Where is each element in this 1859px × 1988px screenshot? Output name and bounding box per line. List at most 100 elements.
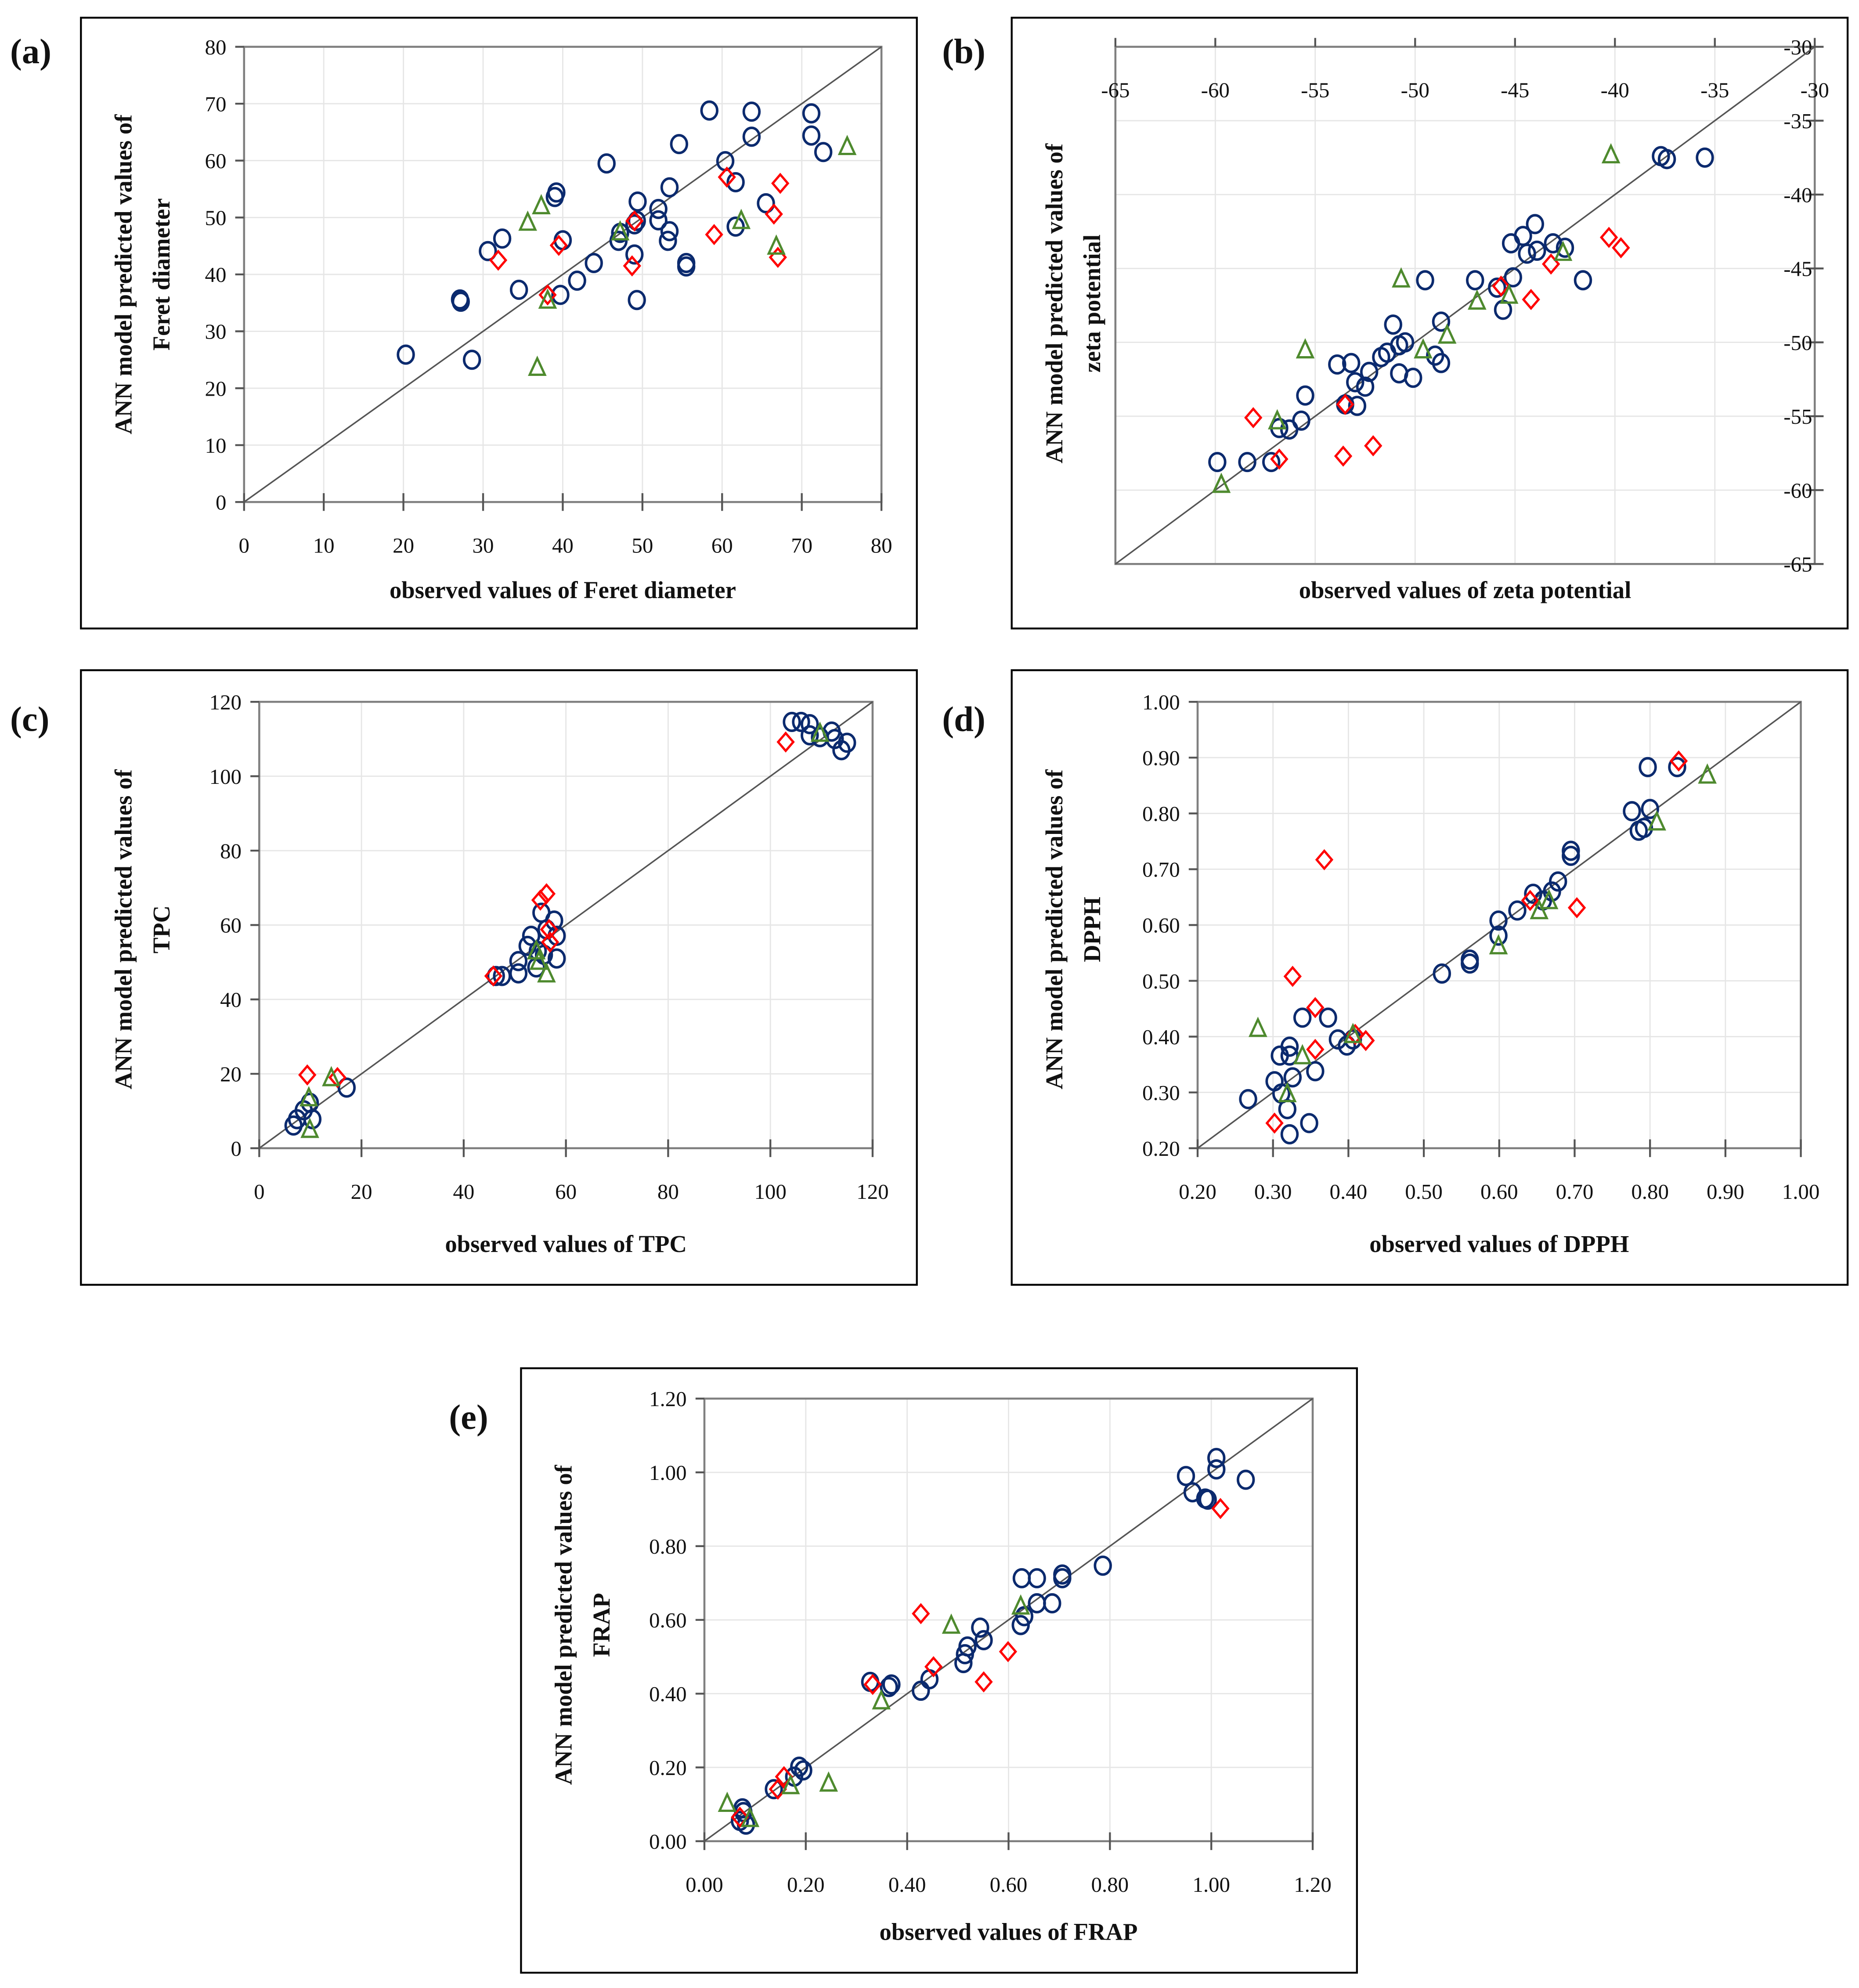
data-point-diamond <box>541 931 560 953</box>
data-point-circle <box>1466 270 1484 291</box>
data-point-circle <box>479 241 497 261</box>
data-point-diamond <box>1521 890 1539 911</box>
data-point-diamond <box>1492 275 1510 297</box>
data-point-diamond <box>1612 237 1630 259</box>
panel-label: (b) <box>942 32 985 71</box>
reference-line <box>259 701 873 1149</box>
data-point-circle <box>1668 757 1686 777</box>
y-tick-label: -50 <box>1783 331 1812 355</box>
data-point-circle <box>1657 149 1676 170</box>
data-point-circle <box>628 211 646 231</box>
x-tick-label: -55 <box>1301 78 1329 102</box>
data-point-triangle <box>740 1807 760 1827</box>
data-point-circle <box>1404 368 1422 388</box>
data-point-triangle <box>1414 338 1433 359</box>
data-point-circle <box>487 966 505 986</box>
data-point-diamond <box>771 173 790 194</box>
data-point-circle <box>1518 243 1536 264</box>
data-point-circle <box>1696 147 1714 168</box>
y-tick-label: -65 <box>1783 552 1812 577</box>
data-point-diamond <box>999 1641 1018 1663</box>
data-point-diamond <box>1265 1112 1284 1134</box>
data-point-triangle <box>718 1791 737 1812</box>
data-point-diamond <box>705 224 723 245</box>
series-circle <box>397 100 833 370</box>
data-point-diamond <box>912 1603 930 1624</box>
data-point-diamond <box>1211 1497 1230 1519</box>
data-point-circle <box>765 1779 783 1800</box>
data-point-circle <box>783 711 801 732</box>
panel-frame <box>1011 17 1849 630</box>
data-point-diamond <box>769 1779 787 1800</box>
data-point-triangle <box>1011 1594 1030 1615</box>
x-tick-label: 0.50 <box>1405 1180 1443 1204</box>
series-triangle <box>718 1594 1030 1827</box>
data-point-diamond <box>1669 750 1688 772</box>
panel-frame <box>80 17 918 630</box>
data-point-triangle <box>837 134 857 155</box>
data-point-circle <box>1372 347 1390 368</box>
data-point-circle <box>1461 953 1479 974</box>
data-point-triangle <box>1249 1017 1267 1037</box>
y-tick-label: 0.20 <box>649 1756 687 1780</box>
series-triangle <box>518 134 857 376</box>
x-tick-label: 0.60 <box>990 1873 1028 1897</box>
data-point-circle <box>1208 452 1227 473</box>
panel-label: (d) <box>942 700 985 739</box>
data-point-circle <box>1346 372 1364 393</box>
data-point-circle <box>462 350 481 370</box>
y-tick-label: -55 <box>1783 404 1812 429</box>
x-tick-label: 0.40 <box>888 1873 926 1897</box>
data-point-circle <box>1639 757 1657 777</box>
data-point-circle <box>397 344 415 365</box>
data-point-circle <box>882 1674 901 1695</box>
data-point-circle <box>545 910 563 931</box>
y-axis-label: DPPH <box>1079 897 1105 962</box>
y-axis-label: Feret diameter <box>148 198 175 350</box>
series-triangle <box>1212 143 1621 493</box>
x-tick-label: 0.20 <box>1179 1180 1216 1204</box>
data-point-circle <box>880 1677 898 1697</box>
y-tick-label: -45 <box>1783 257 1812 281</box>
data-point-circle <box>628 290 646 310</box>
panel-label: (e) <box>449 1398 488 1437</box>
data-point-triangle <box>1343 1023 1363 1043</box>
data-point-circle <box>509 279 528 300</box>
data-point-diamond <box>540 919 558 940</box>
data-point-diamond <box>1334 445 1353 467</box>
data-point-circle <box>547 948 566 969</box>
x-tick-label: 1.00 <box>1782 1180 1820 1204</box>
data-point-circle <box>1328 354 1346 375</box>
x-tick-label: 20 <box>351 1180 372 1204</box>
data-point-circle <box>677 256 696 277</box>
y-tick-label: 20 <box>220 1062 242 1086</box>
data-point-circle <box>660 221 679 242</box>
data-point-diamond <box>775 1766 793 1787</box>
y-tick-label: 80 <box>205 35 227 59</box>
data-point-diamond <box>489 249 508 271</box>
data-point-diamond <box>538 284 557 306</box>
y-axis-label: ANN model predicted values of <box>110 114 137 434</box>
data-point-circle <box>1207 1459 1226 1480</box>
data-point-circle <box>956 1644 974 1664</box>
data-point-circle <box>1306 1061 1325 1082</box>
y-tick-label: 1.20 <box>649 1387 687 1411</box>
data-point-triangle <box>1392 267 1411 288</box>
y-tick-label: 0.80 <box>1142 802 1180 826</box>
x-axis-label: observed values of Feret diameter <box>390 577 736 603</box>
data-point-circle <box>649 210 668 231</box>
y-tick-label: 0.90 <box>1142 746 1180 770</box>
data-point-circle <box>1360 361 1379 382</box>
data-point-diamond <box>776 731 795 753</box>
x-axis-label: observed values of zeta potential <box>1299 577 1632 603</box>
data-point-circle <box>1028 1593 1046 1614</box>
y-axis-label: FRAP <box>588 1593 615 1657</box>
data-point-diamond <box>765 203 783 225</box>
x-tick-label: 0.80 <box>1631 1180 1669 1204</box>
data-point-circle <box>1238 452 1256 473</box>
data-point-circle <box>726 216 745 237</box>
x-tick-label: 70 <box>791 533 812 557</box>
data-point-diamond <box>1567 897 1586 919</box>
data-point-diamond <box>549 235 568 256</box>
